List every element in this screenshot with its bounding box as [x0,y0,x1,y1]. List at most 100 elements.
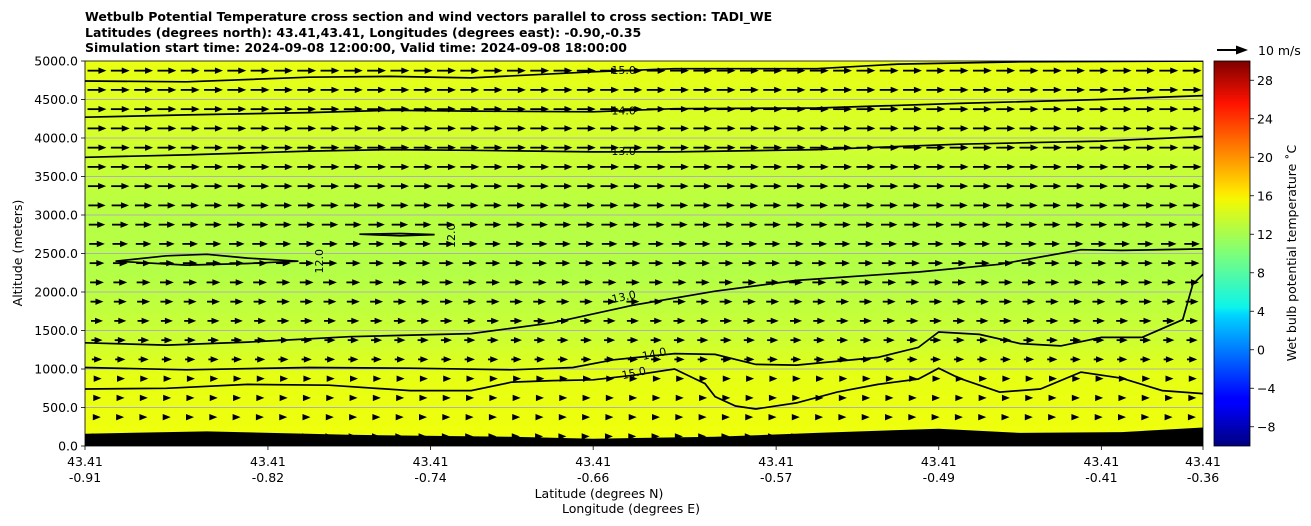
wind-vector [1095,394,1104,402]
wind-vector [787,202,805,209]
wind-vector [1023,356,1035,363]
wind-vector [903,202,922,209]
wind-vector [815,413,824,421]
wind-vector [278,356,289,363]
wind-vector [512,413,521,421]
wind-vector [279,413,288,421]
wind-vector [996,163,1016,171]
y-tick-label: 0.0 [58,439,78,454]
wind-vector [903,182,922,190]
wind-vector [953,356,965,363]
wind-vector [157,182,177,190]
wind-vector [953,336,965,344]
wind-vector [1066,105,1086,113]
wind-vector [629,375,638,382]
wind-vector [763,144,783,151]
wind-vector [976,317,989,325]
wind-vector [997,221,1014,228]
wind-vector [857,221,875,228]
wind-vector [488,413,497,421]
wind-vector [251,202,269,209]
wind-vector [697,336,709,344]
wind-vector [696,317,709,325]
wind-vector [343,67,363,74]
wind-vector [112,240,129,248]
wind-vector [576,105,596,113]
wind-vector [320,125,340,132]
wind-vector [928,279,943,286]
wind-vector [396,375,405,382]
wind-vector [250,125,270,132]
wind-vector [623,125,643,132]
wind-vector [460,144,480,151]
wind-vector [813,317,826,325]
wind-vector [207,298,220,305]
wind-vector [414,221,432,228]
wind-vector [788,240,804,248]
wind-vector [764,240,781,248]
wind-vector [1042,125,1062,132]
wind-vector [975,279,990,286]
wind-vector [116,413,125,421]
wind-vector [790,356,802,363]
wind-vector [576,163,596,171]
wind-vector [390,86,410,94]
wind-vector [229,240,245,248]
wind-vector [419,394,428,402]
wind-vector [392,240,408,248]
wind-reference-label: 10 m/s [1258,43,1301,58]
wind-vector [1160,202,1178,209]
wind-vector [880,182,899,190]
wind-vector [87,163,107,171]
wind-vector [297,86,317,94]
wind-vector [1182,105,1202,113]
wind-vector [275,240,292,248]
wind-vector [442,394,451,402]
wind-vector [320,182,340,190]
wind-vector [1092,317,1105,325]
contour-line [359,232,435,237]
wind-vector [811,240,828,248]
wind-vector [809,86,829,94]
contour-line [85,248,1203,346]
wind-vector [343,144,363,151]
wind-vector [717,221,735,228]
wind-vector [972,163,992,171]
wind-vector [533,298,547,305]
wind-vector [699,394,708,402]
wind-vector [996,125,1016,132]
wind-vector [720,356,732,363]
wind-vector [273,163,293,171]
wind-vector [182,240,198,248]
wind-vector [810,202,828,209]
wind-vector [972,67,992,74]
contours: 15.014.013.013.014.015.012.012.0 [85,61,1203,410]
y-tick-label: 4500.0 [34,92,78,107]
wind-vector [879,67,899,74]
wind-vector [624,221,642,228]
wind-vector [626,298,640,305]
wind-vector [507,182,526,190]
wind-vector [93,394,102,402]
wind-vector [625,259,641,267]
wind-vector [483,125,503,132]
wind-vector [670,86,689,94]
wind-vector [274,202,293,209]
colorbar [1213,60,1251,447]
wind-vector [368,240,385,248]
contour-label: 15.0 [611,64,636,77]
wind-vector [460,125,480,132]
wind-vector [1112,86,1132,94]
wind-vector [232,413,241,421]
wind-vector [1066,86,1086,94]
wind-vector [929,298,943,305]
wind-vector [437,125,456,132]
wind-vector [513,375,522,382]
wind-vector [838,413,847,421]
wind-vector [302,413,311,421]
wind-vector [367,125,387,132]
wind-vector [346,298,360,305]
wind-vector [952,279,966,286]
wind-vector [273,105,293,113]
wind-vector [578,259,594,267]
